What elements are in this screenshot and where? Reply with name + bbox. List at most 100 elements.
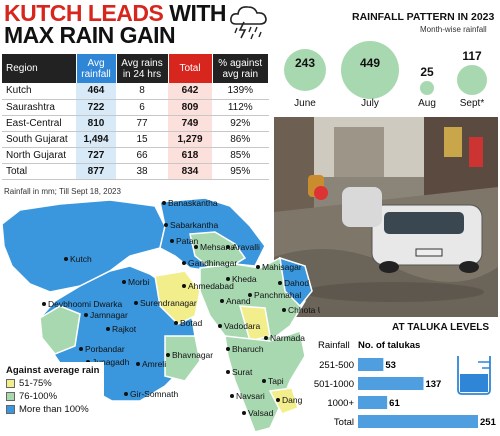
legend-label: 76-100% (19, 391, 58, 402)
bubble-label: July (361, 98, 379, 109)
table-note: Rainfall in mm; Till Sept 18, 2023 (4, 187, 121, 196)
bubble-label: June (294, 98, 316, 109)
place-dot (256, 265, 260, 269)
place-dot (166, 353, 170, 357)
place-dot (262, 379, 266, 383)
place-label: Ahmedabad (188, 281, 234, 291)
bar-value: 251 (480, 417, 497, 428)
place-label: Dahod (284, 278, 309, 288)
cell-region: South Gujarat (2, 131, 76, 148)
cell-h24: 15 (116, 131, 168, 148)
bubble-sept (457, 65, 487, 95)
cell-total: 1,279 (168, 131, 212, 148)
cell-region: Saurashtra (2, 99, 76, 116)
taluka-col2: No. of talukas (358, 340, 420, 351)
cell-avg: 464 (76, 83, 116, 100)
place-label: Bharuch (232, 344, 264, 354)
place-label: Devbhoomi Dwarka (48, 299, 122, 309)
cell-region: North Gujarat (2, 147, 76, 164)
table-row: North Gujarat 727 66 618 85% (2, 147, 269, 164)
legend-label: More than 100% (19, 404, 89, 415)
place-dot (124, 392, 128, 396)
place-label: Aravalli (232, 242, 260, 252)
cell-total: 618 (168, 147, 212, 164)
taluka-chart: Rainfall No. of talukas 251-500 53 501-100… (314, 340, 497, 428)
place-dot (248, 293, 252, 297)
cell-pct: 139% (212, 83, 269, 100)
legend-swatch (6, 405, 15, 414)
place-dot (122, 280, 126, 284)
place-label: Surat (232, 367, 253, 377)
place-dot (174, 321, 178, 325)
rainfall-table: Region Avg rainfall Avg rains in 24 hrs … (2, 54, 269, 180)
bar (358, 415, 478, 428)
place-dot (79, 347, 83, 351)
cell-avg: 1,494 (76, 131, 116, 148)
legend-swatch (6, 392, 15, 401)
bar (358, 358, 384, 371)
legend-swatch (6, 379, 15, 388)
place-label: Narmada (270, 333, 305, 343)
cell-pct: 112% (212, 99, 269, 116)
place-dot (182, 284, 186, 288)
cell-avg: 727 (76, 147, 116, 164)
place-label: Jamnagar (90, 310, 128, 320)
place-dot (134, 301, 138, 305)
place-label: Junagadh (92, 357, 130, 367)
place-label: Gandhinagar (188, 258, 237, 268)
place-label: Dang (282, 395, 303, 405)
bubble-aug (420, 81, 434, 95)
table-row: East-Central 810 77 749 92% (2, 115, 269, 132)
bar (358, 396, 388, 409)
bar (358, 377, 424, 390)
place-label: Vadodara (224, 321, 261, 331)
legend-item: More than 100% (6, 404, 100, 415)
col-pct: % against avg rain (212, 54, 269, 83)
place-label: Anand (226, 296, 251, 306)
place-dot (136, 362, 140, 366)
bar-category: 501-1000 (314, 379, 354, 390)
place-dot (42, 302, 46, 306)
legend-title: Against average rain (6, 365, 100, 376)
legend-item: 51-75% (6, 378, 100, 389)
col-avg: Avg rainfall (76, 54, 117, 83)
place-dot (242, 411, 246, 415)
place-dot (226, 370, 230, 374)
place-dot (84, 313, 88, 317)
place-label: Gir-Somnath (130, 389, 178, 399)
headline-line2: MAX RAIN GAIN (4, 22, 176, 48)
place-label: Bhavnagar (172, 350, 213, 360)
cell-h24: 77 (116, 115, 168, 132)
place-label: Patan (176, 236, 198, 246)
place-label: Valsad (248, 408, 274, 418)
place-dot (264, 336, 268, 340)
place-dot (64, 257, 68, 261)
map-legend: Against average rain 51-75% 76-100% More t… (2, 362, 104, 418)
bubble-value: 449 (359, 56, 381, 70)
bubble-label: Sept* (459, 98, 485, 109)
col-24h: Avg rains in 24 hrs (116, 54, 169, 83)
cell-pct: 85% (212, 147, 269, 164)
bubble-value: 25 (420, 65, 434, 79)
place-dot (194, 245, 198, 249)
cell-region: East-Central (2, 115, 76, 132)
pattern-subtitle: Month-wise rainfall (420, 25, 487, 34)
cell-pct: 92% (212, 115, 269, 132)
place-dot (218, 324, 222, 328)
bar-value: 61 (389, 398, 400, 409)
cell-total: 834 (168, 163, 212, 180)
cell-h24: 38 (116, 163, 168, 180)
place-label: Tapi (268, 376, 284, 386)
place-dot (282, 308, 286, 312)
cell-total: 749 (168, 115, 212, 132)
place-dot (278, 281, 282, 285)
cell-h24: 66 (116, 147, 168, 164)
bar-value: 137 (425, 379, 441, 390)
bar-category: Total (334, 417, 354, 428)
place-dot (106, 327, 110, 331)
place-dot (220, 299, 224, 303)
place-label: Morbi (128, 277, 149, 287)
cell-total: 809 (168, 99, 212, 116)
place-label: Kutch (70, 254, 92, 264)
table-row: South Gujarat 1,494 15 1,279 86% (2, 131, 269, 148)
